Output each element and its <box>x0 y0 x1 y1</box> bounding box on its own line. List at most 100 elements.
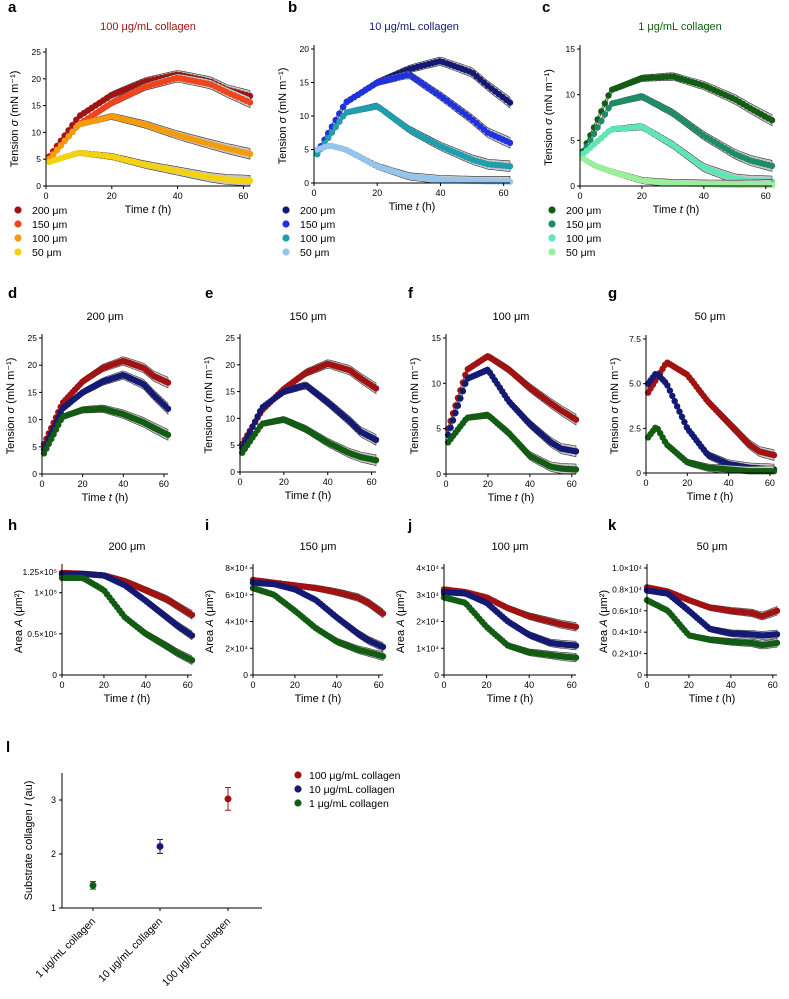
legend-label: 10 μg/mL collagen <box>309 784 395 796</box>
legend-marker <box>14 206 22 214</box>
legend-marker <box>14 234 22 242</box>
y-tick-label: 0.2×10⁴ <box>612 649 642 659</box>
x-tick-label: 0 <box>59 680 64 690</box>
x-tick-label: 60 <box>761 191 771 201</box>
y-tick-label: 20 <box>28 360 38 370</box>
data-point <box>594 124 601 131</box>
panel-letter: i <box>205 517 209 534</box>
legend-marker <box>282 234 290 242</box>
x-tick-label: 0 <box>43 191 48 201</box>
series-2 <box>239 381 380 452</box>
data-point <box>45 440 52 447</box>
data-point <box>188 657 196 664</box>
y-tick-label: 0 <box>230 467 235 477</box>
series-4 <box>46 149 254 187</box>
y-tick-label: 1.0×10⁴ <box>612 563 642 573</box>
y-tick-label: 3 <box>51 795 56 805</box>
data-point <box>676 408 683 415</box>
data-point <box>249 423 256 431</box>
y-tick-label: 0 <box>32 469 37 479</box>
legend-marker <box>294 785 302 793</box>
legend-marker <box>294 771 302 779</box>
y-tick-label: 25 <box>28 333 38 343</box>
y-tick-label: 0 <box>243 670 248 680</box>
y-tick-label: 15 <box>300 78 310 88</box>
x-tick-label: 20 <box>78 479 88 489</box>
data-point <box>379 610 387 617</box>
data-point <box>506 99 514 106</box>
data-point <box>768 181 776 189</box>
data-point <box>768 117 776 124</box>
y-tick-label: 0 <box>436 469 441 479</box>
x-tick-label: 0 <box>643 478 648 488</box>
legend-label: 200 μm <box>566 205 601 217</box>
x-tick-label: 60 <box>183 680 193 690</box>
x-tick-label: 20 <box>107 191 117 201</box>
data-point <box>605 92 612 99</box>
legend-label: 50 μm <box>32 247 62 259</box>
y-tick-label: 10 <box>32 127 42 137</box>
y-tick-label: 20 <box>226 360 236 370</box>
panel-title: 100 μm <box>493 311 530 323</box>
data-point <box>506 163 514 170</box>
series-2 <box>644 371 778 474</box>
x-axis-label: Time t (h) <box>689 693 736 705</box>
y-tick-label: 0.6×10⁴ <box>612 606 642 616</box>
y-tick-label: 0.8×10⁴ <box>612 584 642 594</box>
y-tick-label: 0 <box>637 670 642 680</box>
data-point <box>332 123 339 131</box>
x-axis-label: Time t (h) <box>653 204 700 216</box>
y-tick-label: 2.5 <box>629 423 641 433</box>
x-tick-label: 10 μg/mL collagen <box>96 916 165 985</box>
y-tick-label: 15 <box>32 101 42 111</box>
x-tick-label: 60 <box>159 479 169 489</box>
y-axis-label: Tension σ (mN m⁻¹) <box>277 68 289 165</box>
legend: 200 μm 150 μm 100 μm 50 μm <box>548 205 601 259</box>
y-tick-label: 1×10⁵ <box>34 588 57 598</box>
legend-label: 200 μm <box>32 205 67 217</box>
series-2 <box>249 579 387 652</box>
panel-letter: e <box>205 285 213 302</box>
y-tick-label: 5 <box>32 442 37 452</box>
series-2 <box>444 366 580 458</box>
data-point <box>462 380 469 387</box>
x-tick-label: 1 μg/mL collagen <box>33 916 98 981</box>
series-4 <box>579 155 776 189</box>
data-point <box>773 639 781 647</box>
legend-marker <box>14 220 22 228</box>
x-tick-label: 40 <box>724 478 734 488</box>
data-point <box>372 436 380 443</box>
y-tick-label: 10 <box>28 415 38 425</box>
data-point <box>224 795 232 803</box>
series-3 <box>40 404 172 457</box>
x-tick-label: 40 <box>726 680 736 690</box>
x-tick-label: 40 <box>525 479 535 489</box>
data-point <box>572 416 580 423</box>
x-tick-label: 60 <box>567 479 577 489</box>
y-tick-label: 4×10⁴ <box>416 563 439 573</box>
y-tick-label: 25 <box>32 47 42 57</box>
y-tick-label: 5.0 <box>629 379 641 389</box>
data-point <box>164 379 172 386</box>
data-point <box>587 137 594 144</box>
x-tick-label: 0 <box>311 188 316 198</box>
series-3 <box>58 574 196 665</box>
y-axis-label: Area A (μm²) <box>204 590 216 653</box>
data-point <box>598 117 605 125</box>
panel-e: e 150 μm 0 20 40 60 0 5 10 15 20 25 Time t (h) Tensio… <box>203 285 380 502</box>
confidence-band <box>241 381 377 451</box>
data-point <box>314 151 321 158</box>
x-tick-label: 100 μg/mL collagen <box>160 916 233 989</box>
y-tick-label: 10 <box>432 378 442 388</box>
data-point <box>572 448 580 455</box>
panel-h: h 200 μm 0 20 40 60 0 0.5×10⁵ 1×10⁵ 1.25×10⁵ Time … <box>8 517 196 705</box>
legend-marker <box>282 206 290 214</box>
panel-title: 50 μm <box>697 541 728 553</box>
x-axis-label: Time t (h) <box>389 201 436 213</box>
x-tick-label: 20 <box>637 191 647 201</box>
x-tick-label: 40 <box>332 680 342 690</box>
panel-letter: a <box>8 0 17 16</box>
panel-title: 200 μm <box>87 311 124 323</box>
series-1 <box>643 584 781 621</box>
